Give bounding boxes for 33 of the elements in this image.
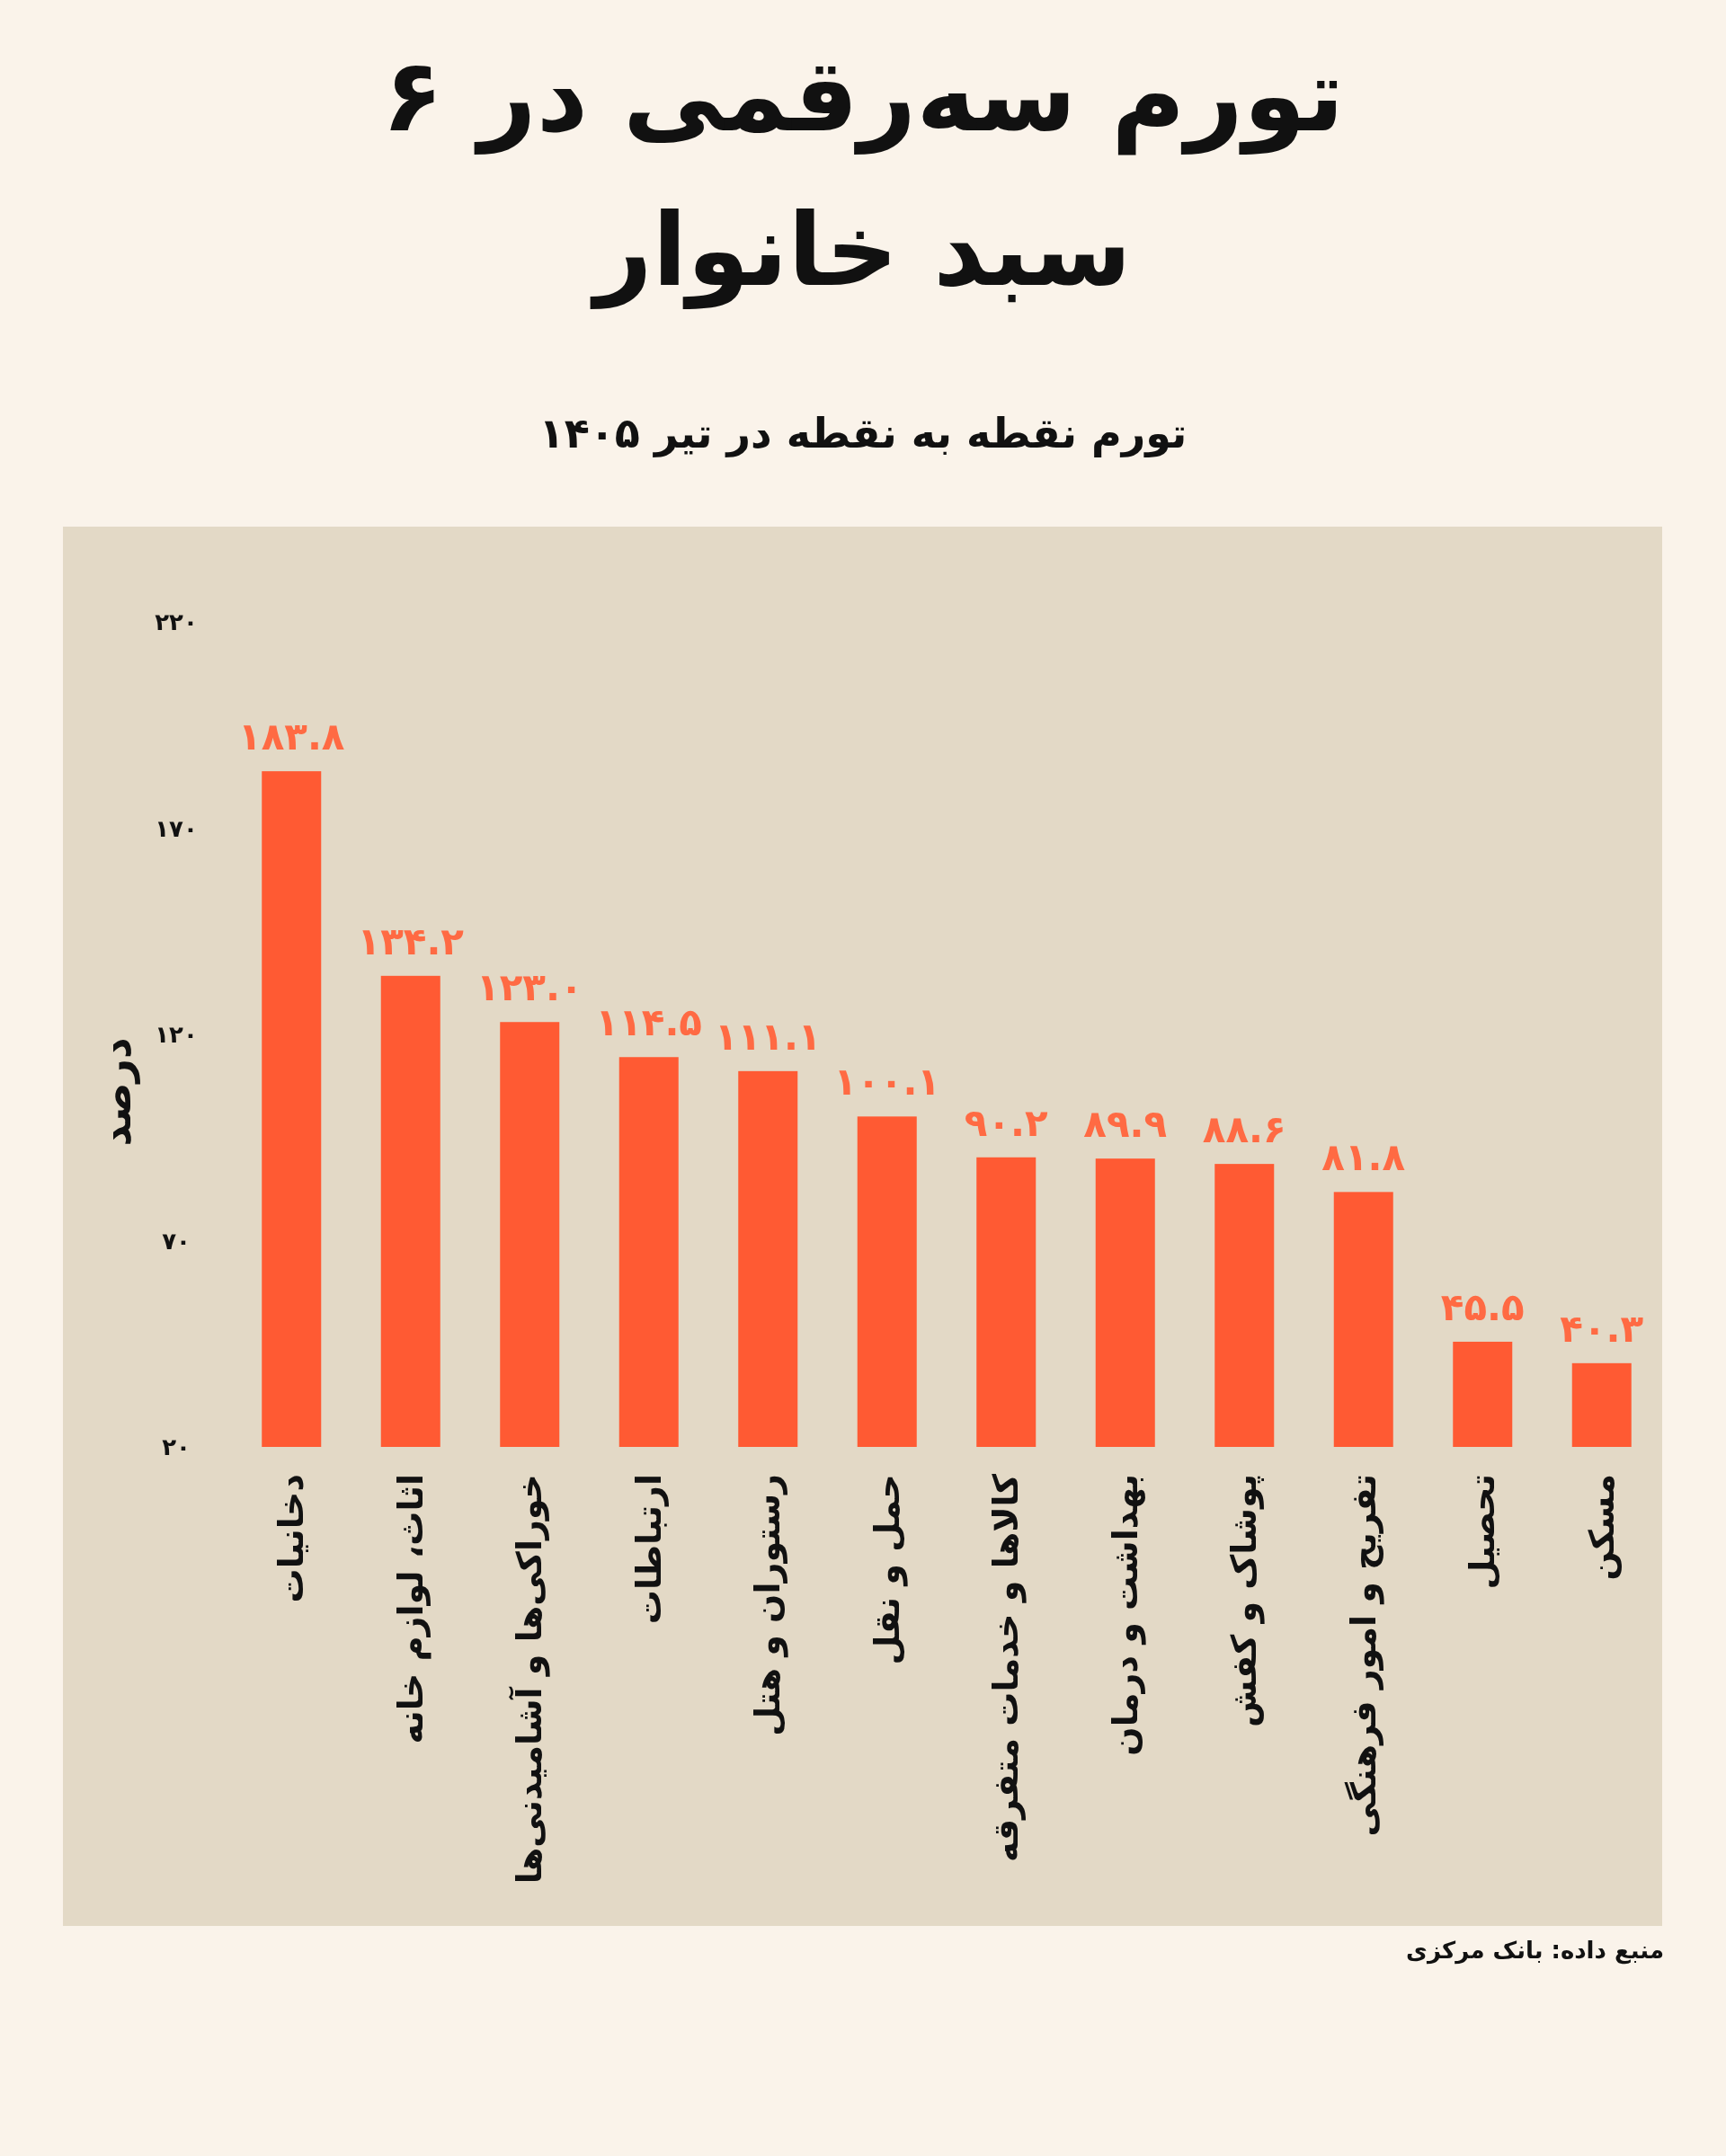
data-label: ۸۸.۶ (1202, 1107, 1286, 1152)
data-label: ۸۹.۹ (1083, 1102, 1168, 1147)
x-tick-label: ارتباطات (628, 1474, 669, 1625)
data-label: ۴۰.۳ (1560, 1306, 1644, 1351)
x-tick-label: خوراکی‌ها و آشامیدنی‌ها (508, 1474, 551, 1885)
chart-subtitle: تورم نقطه به نقطه در تیر ۱۴۰۵ (538, 409, 1188, 457)
x-tick-label: حمل و نقل (867, 1474, 908, 1665)
data-label: ۹۰.۲ (964, 1100, 1049, 1145)
x-tick-label: کالاها و خدمات متفرقه (986, 1473, 1028, 1862)
x-tick-label: تفریح و امور فرهنگی (1343, 1474, 1384, 1837)
data-label: ۱۰۰.۱ (833, 1060, 940, 1105)
chart-title: تورم سه‌رقمی در ۶ سبد خانوار (380, 36, 1346, 311)
y-tick-label: ۱۷۰ (155, 814, 198, 842)
x-tick-label: مسکن (1581, 1474, 1622, 1581)
y-tick-label: ۲۰ (162, 1433, 191, 1460)
y-tick-label: ۲۲۰ (155, 608, 198, 635)
text: منبع داده: بانک مرکزی (1406, 1937, 1664, 1964)
x-tick-label: پوشاک و کفش (1224, 1474, 1266, 1727)
data-label: ۱۲۳.۰ (476, 965, 583, 1010)
data-label: ۴۵.۵ (1440, 1284, 1525, 1329)
data-label: ۱۱۱.۱ (715, 1014, 822, 1059)
x-tick-label: بهداشت و درمان (1105, 1474, 1146, 1756)
x-tick-label: اثاث، لوازم خانه (390, 1474, 432, 1744)
data-label: ۱۸۳.۸ (238, 714, 345, 759)
data-label: ۸۱.۸ (1321, 1135, 1406, 1180)
x-tick-label: رستوران و هتل (748, 1474, 789, 1736)
y-tick-label: ۷۰ (162, 1227, 191, 1255)
data-label: ۱۳۴.۲ (357, 918, 465, 963)
y-axis-title: درصد (92, 1037, 140, 1147)
data-label: ۱۱۴.۵ (595, 1000, 702, 1045)
x-tick-label: تحصیل (1463, 1474, 1503, 1590)
x-tick-label: دخانیات (271, 1474, 312, 1603)
y-tick-label: ۱۲۰ (155, 1021, 198, 1048)
